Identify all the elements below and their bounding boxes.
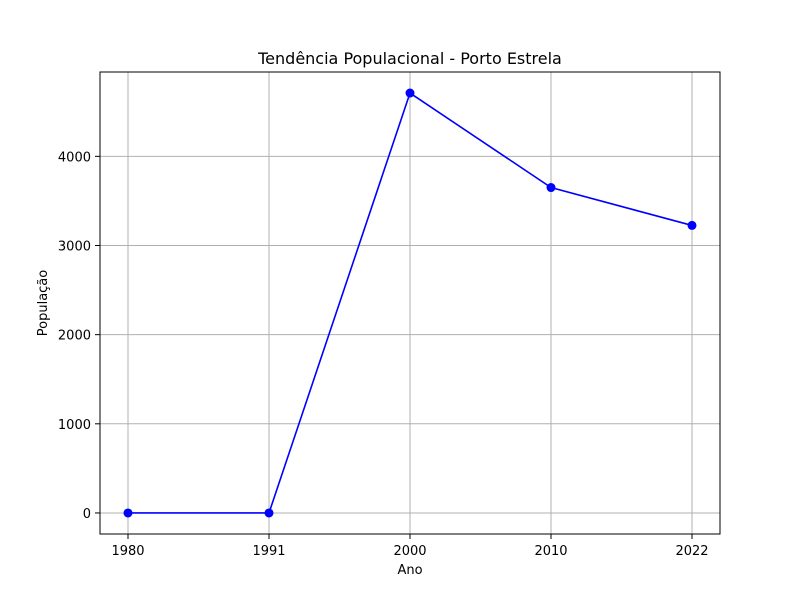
x-tick-label: 1980 bbox=[111, 544, 144, 559]
data-point bbox=[405, 88, 415, 98]
plot-frame bbox=[99, 71, 721, 535]
y-axis-label: População bbox=[36, 270, 51, 337]
data-point bbox=[687, 220, 697, 230]
y-tick-label: 2000 bbox=[58, 329, 91, 344]
x-tick-label: 2000 bbox=[393, 544, 426, 559]
x-axis-label: Ano bbox=[397, 563, 422, 578]
chart-title: Tendência Populacional - Porto Estrela bbox=[257, 49, 562, 68]
x-tick-label: 2010 bbox=[534, 544, 567, 559]
axis-ticks: 1980 1991 2000 2010 2022 0 1000 2000 3000 4000 bbox=[58, 150, 709, 559]
x-tick-label: 2022 bbox=[675, 544, 708, 559]
y-tick-label: 1000 bbox=[58, 418, 91, 433]
grid bbox=[100, 72, 720, 534]
y-tick-label: 0 bbox=[83, 507, 91, 522]
x-tick-label: 1991 bbox=[252, 544, 285, 559]
data-point bbox=[546, 183, 556, 193]
data-point bbox=[264, 508, 274, 518]
data-point bbox=[123, 508, 133, 518]
y-tick-label: 4000 bbox=[58, 150, 91, 165]
y-tick-label: 3000 bbox=[58, 239, 91, 254]
series-layer bbox=[123, 88, 697, 518]
